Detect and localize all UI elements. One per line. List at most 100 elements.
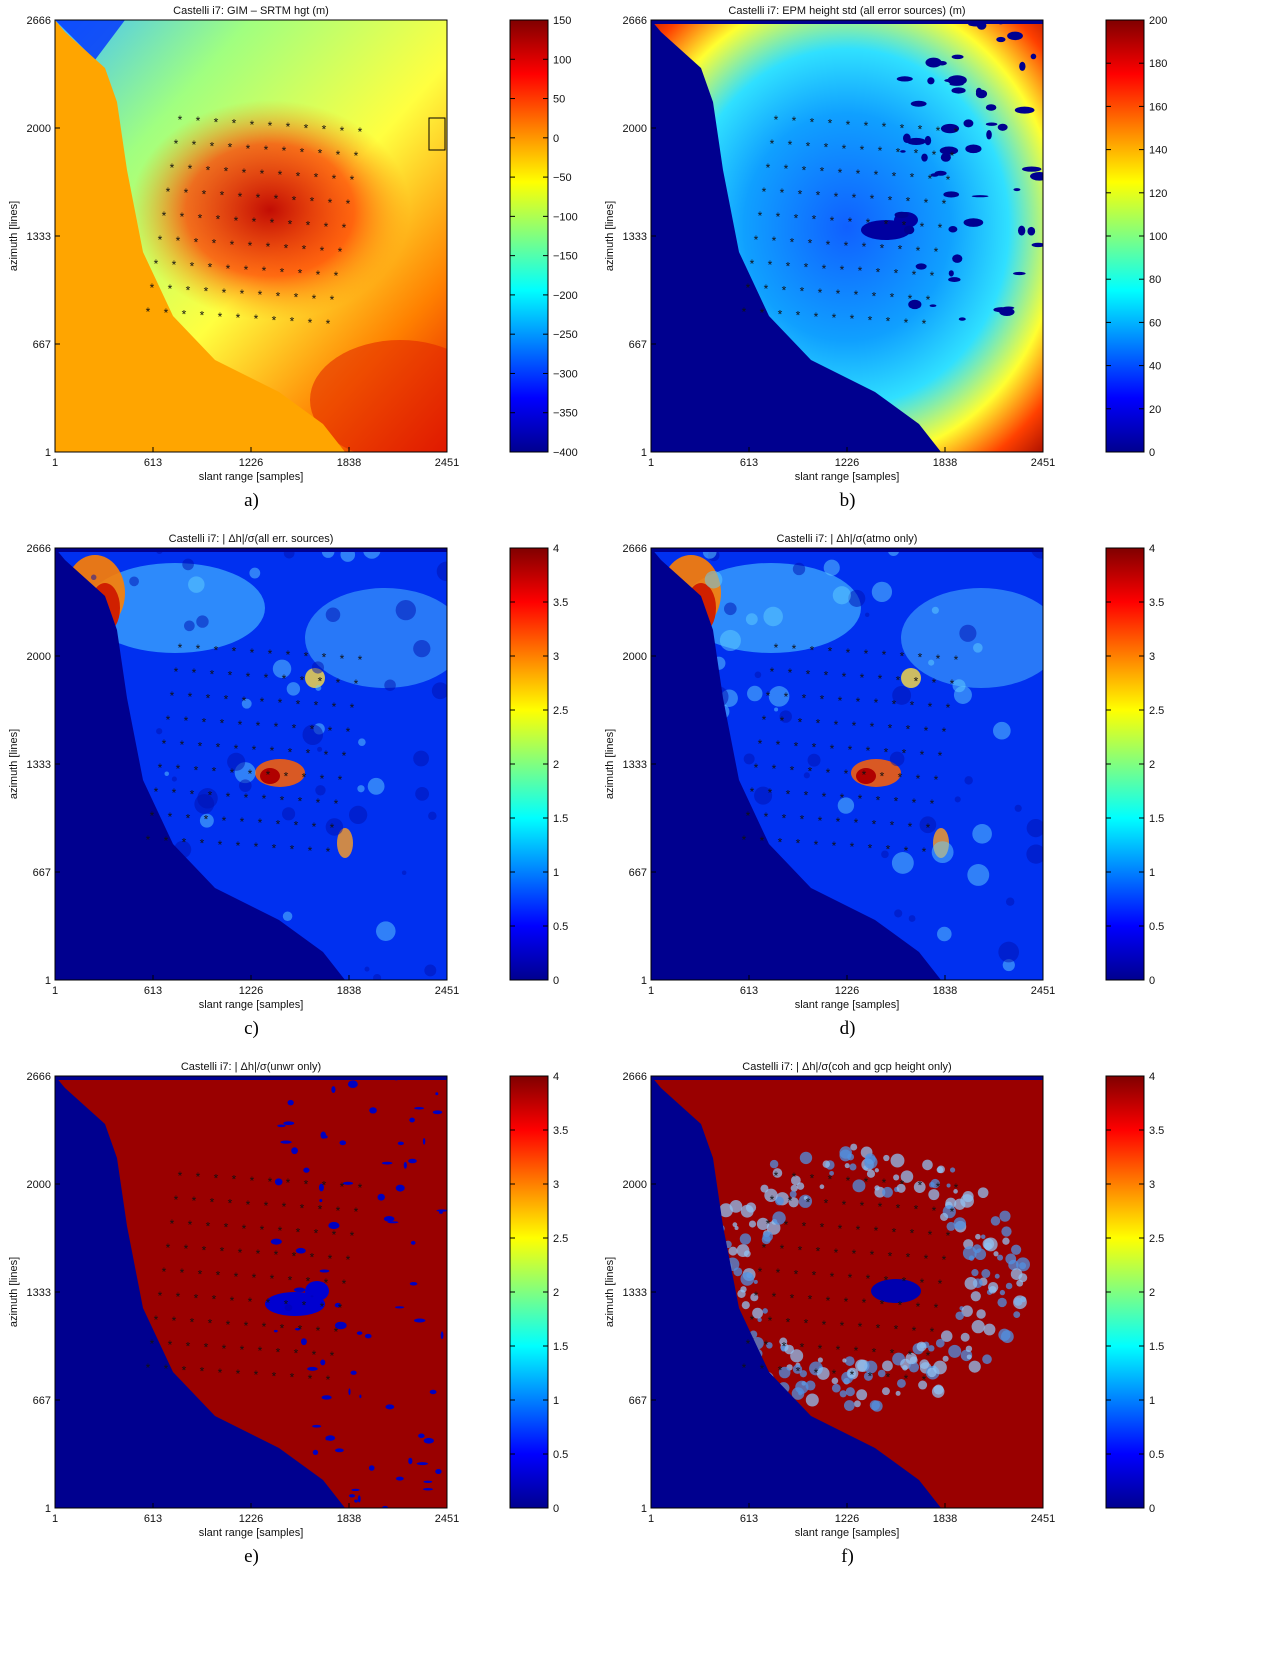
gcp-marker: * [938,1277,943,1291]
colorbar-tick-label: 1 [1149,867,1155,879]
gcp-marker: * [308,1372,313,1386]
x-tick-label: 1 [648,985,654,997]
gcp-marker: * [914,675,919,689]
gcp-marker: * [246,1198,251,1212]
gcp-marker: * [270,1272,275,1286]
colorbar-tick-label: 180 [1149,58,1167,70]
y-tick-label: 1333 [623,1287,647,1299]
gcp-marker: * [768,786,773,800]
gcp-marker: * [870,720,875,734]
gcp-marker: * [280,793,285,807]
gcp-marker: * [228,1197,233,1211]
gcp-marker: * [278,168,283,182]
gcp-marker: * [264,143,269,157]
gcp-marker: * [294,1347,299,1361]
x-axis-label: slant range [samples] [795,1527,900,1539]
colorbar-tick-label: 0 [1149,975,1155,987]
colorbar-tick-label: 1.5 [1149,1341,1164,1353]
gcp-marker: * [832,311,837,325]
gcp-marker: * [828,645,833,659]
gcp-marker: * [750,785,755,799]
gcp-marker: * [322,123,327,137]
gcp-marker: * [874,1224,879,1238]
gcp-marker: * [306,747,311,761]
gcp-marker: * [914,1203,919,1217]
gcp-marker: * [910,1227,915,1241]
gcp-marker: * [820,165,825,179]
colorbar-tick-label: −150 [553,251,578,263]
chart-svg: Castelli i7: | Δh|/σ(coh and gcp height … [604,1061,1164,1539]
gcp-marker: * [276,1345,281,1359]
gcp-marker: * [274,192,279,206]
gcp-marker: * [942,725,947,739]
gcp-marker: * [876,1321,881,1335]
gcp-marker: * [862,1296,867,1310]
colorbar-tick-label: 2 [553,1287,559,1299]
colorbar-tick-label: −50 [553,172,572,184]
gcp-marker: * [782,283,787,297]
gcp-marker: * [894,267,899,281]
gcp-marker: * [862,768,867,782]
gcp-marker: * [236,839,241,853]
gcp-marker: * [206,1219,211,1233]
gcp-marker: * [778,835,783,849]
gcp-marker: * [830,1270,835,1284]
map-image: * * * * * * * * * * * * * * * * * * * * * * * * * * * * * * * * * * * * * * * *… [651,20,1043,452]
gcp-marker: * [886,315,891,329]
chart-svg: Castelli i7: | Δh|/σ(unwr only)* * * * * * * * *… [8,1061,568,1539]
gcp-marker: * [300,145,305,159]
gcp-marker: * [854,816,859,830]
gcp-marker: * [774,113,779,127]
gcp-marker: * [158,233,163,247]
chart-svg: Castelli i7: | Δh|/σ(atmo only)* * * * * * * * *… [604,533,1164,1011]
colorbar-tick-label: 0.5 [553,1449,568,1461]
colorbar-tick-label: 3.5 [1149,1125,1164,1137]
gcp-marker: * [848,1271,853,1285]
gcp-marker: * [330,1349,335,1363]
gcp-marker: * [772,234,777,248]
y-axis-label: azimuth [lines] [8,1257,20,1327]
colorbar-tick-label: 2 [553,759,559,771]
gcp-marker: * [900,1177,905,1191]
gcp-marker: * [154,785,159,799]
chart-panel: Castelli i7: | Δh|/σ(atmo only) * * * * * * * * *… [596,528,1229,1088]
gcp-marker: * [192,666,197,680]
gcp-marker: * [872,817,877,831]
gcp-marker: * [872,1345,877,1359]
colorbar-tick-label: 0 [1149,447,1155,459]
colorbar-tick-label: 2.5 [553,1233,568,1245]
gcp-marker: * [898,771,903,785]
gcp-marker: * [858,792,863,806]
gcp-marker: * [894,1323,899,1337]
gcp-marker: * [194,1291,199,1305]
gcp-marker: * [330,821,335,835]
gcp-marker: * [292,721,297,735]
gcp-marker: * [866,216,871,230]
x-axis-label: slant range [samples] [795,471,900,483]
gcp-marker: * [758,1265,763,1279]
x-tick-label: 613 [740,457,758,469]
gcp-marker: * [804,1317,809,1331]
gcp-marker: * [204,1341,209,1355]
gcp-marker: * [888,1249,893,1263]
gcp-marker: * [806,1195,811,1209]
gcp-marker: * [950,149,955,163]
gcp-marker: * [902,1275,907,1289]
gcp-marker: * [828,1173,833,1187]
chart-title: Castelli i7: GIM – SRTM hgt (m) [173,5,329,17]
gcp-marker: * [188,1218,193,1232]
gcp-marker: * [304,121,309,135]
gcp-marker: * [946,173,951,187]
gcp-marker: * [150,809,155,823]
y-tick-label: 1 [641,1503,647,1515]
gcp-marker: * [200,309,205,323]
gcp-marker: * [802,1219,807,1233]
gcp-marker: * [260,167,265,181]
x-tick-label: 613 [144,457,162,469]
gcp-marker: * [264,1199,269,1213]
gcp-marker: * [192,138,197,152]
gcp-marker: * [200,1365,205,1379]
gcp-marker: * [760,306,765,320]
gcp-marker: * [754,233,759,247]
gcp-marker: * [754,1289,759,1303]
